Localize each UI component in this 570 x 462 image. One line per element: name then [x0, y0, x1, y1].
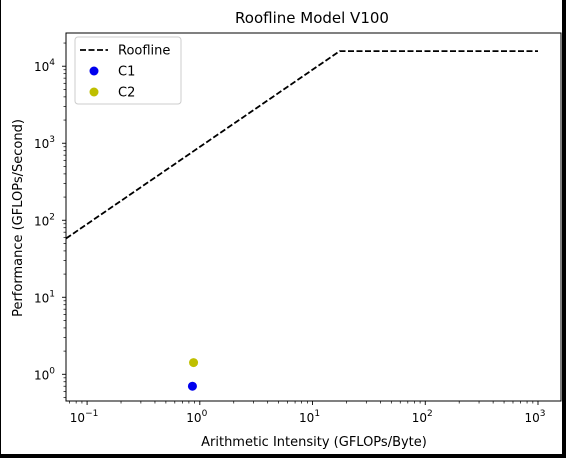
x-tick-label: 102 — [412, 409, 433, 425]
roofline-series — [66, 50, 538, 240]
y-tick-label: 100 — [34, 366, 55, 382]
chart-title: Roofline Model V100 — [235, 9, 389, 27]
legend-c2-swatch — [89, 87, 99, 97]
y-axis-label: Performance (GFLOPs/Second) — [11, 119, 26, 317]
plot-area — [65, 32, 562, 402]
data-point-c2 — [189, 358, 199, 368]
y-tick-label: 104 — [34, 58, 55, 74]
x-tick-label: 103 — [524, 409, 545, 425]
data-point-c1 — [187, 381, 197, 391]
x-tick-label: 100 — [186, 409, 207, 425]
legend-c1-swatch — [89, 66, 99, 76]
y-tick-label: 102 — [34, 212, 55, 228]
y-axis: 100 101 102 103 104 — [34, 42, 66, 398]
legend-label-roofline: Roofline — [118, 44, 170, 59]
x-axis-label: Arithmetic Intensity (GFLOPs/Byte) — [201, 435, 427, 450]
legend-box — [74, 36, 182, 105]
legend-label-c2: C2 — [118, 86, 135, 101]
y-tick-label: 103 — [34, 135, 55, 151]
x-tick-label: 101 — [299, 409, 320, 425]
y-tick-label: 101 — [34, 289, 55, 305]
axes-frame — [65, 32, 562, 402]
x-tick-label: 10−1 — [70, 409, 99, 425]
legend-label-c1: C1 — [118, 65, 135, 80]
x-axis: 10−1 100 101 102 103 — [69, 401, 545, 425]
legend: Roofline C1 C2 — [74, 36, 182, 105]
